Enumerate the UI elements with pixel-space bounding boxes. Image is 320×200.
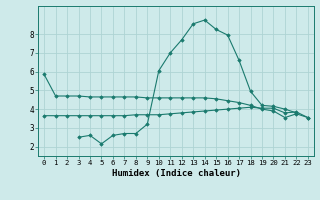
X-axis label: Humidex (Indice chaleur): Humidex (Indice chaleur) [111, 169, 241, 178]
